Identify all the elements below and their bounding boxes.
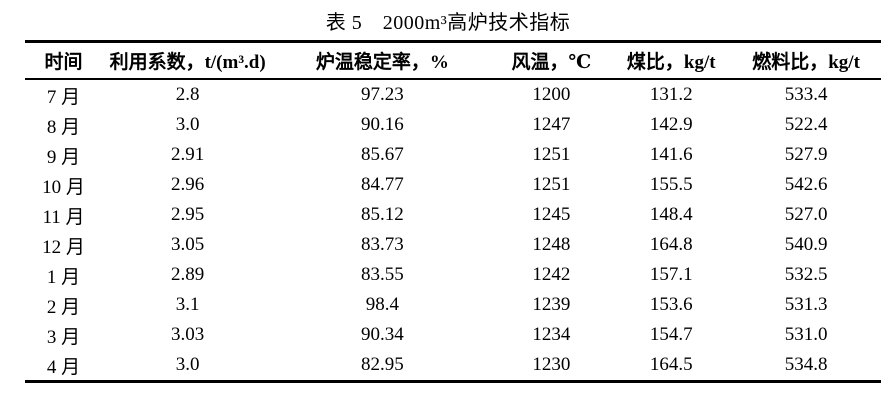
table-cell: 542.6: [784, 174, 828, 195]
table-row: 1 月 2.89 83.55 1242 157.1 532.5: [25, 260, 881, 290]
table-cell: 2.95: [171, 204, 205, 225]
table-cell: 97.23: [360, 84, 404, 105]
table-cell: 527.0: [784, 204, 828, 225]
table-cell: 1 月: [46, 266, 81, 288]
column-header: 煤比，kg/t: [626, 52, 716, 73]
column-header: 风温，℃: [511, 52, 592, 73]
table-cell: 1248: [532, 234, 571, 255]
table-cell: 12 月: [42, 236, 85, 258]
table-body: 7 月 2.8 97.23 1200 131.2 533.4 8 月 3.0 90.16 1247…: [25, 79, 881, 382]
table-row: 3 月 3.03 90.34 1234 154.7 531.0: [25, 320, 881, 350]
table-cell: 532.5: [784, 264, 828, 285]
table-cell: 3.1: [175, 294, 200, 315]
table-cell: 90.16: [360, 114, 404, 135]
table-cell: 148.4: [649, 204, 693, 225]
column-header: 利用系数，t/(m³.d): [109, 52, 266, 73]
table-cell: 522.4: [784, 114, 828, 135]
table-cell: 2.8: [175, 84, 200, 105]
table-cell: 8 月: [46, 116, 81, 138]
table-cell: 131.2: [649, 84, 693, 105]
table-cell: 1230: [532, 354, 571, 375]
table-cell: 3.0: [175, 354, 200, 375]
table-cell: 540.9: [784, 234, 828, 255]
table-cell: 90.34: [360, 324, 404, 345]
table-cell: 10 月: [42, 176, 85, 198]
table-cell: 84.77: [360, 174, 404, 195]
table-cell: 85.67: [360, 144, 404, 165]
table-cell: 4 月: [46, 356, 81, 378]
table-cell: 153.6: [649, 294, 693, 315]
table-cell: 82.95: [360, 354, 404, 375]
table-cell: 527.9: [784, 144, 828, 165]
table-cell: 1251: [532, 174, 571, 195]
table-cell: 531.0: [784, 324, 828, 345]
column-header: 炉温稳定率，%: [315, 52, 449, 73]
table-cell: 142.9: [649, 114, 693, 135]
table-cell: 85.12: [360, 204, 404, 225]
table-row: 8 月 3.0 90.16 1247 142.9 522.4: [25, 110, 881, 140]
table-cell: 3 月: [46, 326, 81, 348]
table-cell: 3.05: [171, 234, 205, 255]
table-row: 9 月 2.91 85.67 1251 141.6 527.9: [25, 140, 881, 170]
table-cell: 3.0: [175, 114, 200, 135]
table-cell: 1200: [532, 84, 571, 105]
table-cell: 2.91: [171, 144, 205, 165]
table-cell: 2 月: [46, 296, 81, 318]
table-row: 10 月 2.96 84.77 1251 155.5 542.6: [25, 170, 881, 200]
table-cell: 9 月: [46, 146, 81, 168]
table-row: 4 月 3.0 82.95 1230 164.5 534.8: [25, 350, 881, 382]
table-cell: 3.03: [171, 324, 205, 345]
table-cell: 154.7: [649, 324, 693, 345]
table-cell: 534.8: [784, 354, 828, 375]
table-cell: 2.96: [171, 174, 205, 195]
column-header: 时间: [44, 52, 83, 73]
table-cell: 155.5: [649, 174, 693, 195]
table-cell: 83.55: [360, 264, 404, 285]
table-cell: 533.4: [784, 84, 828, 105]
table-cell: 98.4: [365, 294, 399, 315]
table-cell: 2.89: [171, 264, 205, 285]
table-row: 12 月 3.05 83.73 1248 164.8 540.9: [25, 230, 881, 260]
header-row: 时间 利用系数，t/(m³.d) 炉温稳定率，% 风温，℃ 煤比，kg/t 燃料比，kg/…: [25, 42, 881, 79]
column-header: 燃料比，kg/t: [752, 52, 860, 73]
table-cell: 164.5: [649, 354, 693, 375]
table-cell: 1234: [532, 324, 571, 345]
table-row: 2 月 3.1 98.4 1239 153.6 531.3: [25, 290, 881, 320]
table-cell: 7 月: [46, 86, 81, 108]
table-cell: 531.3: [784, 294, 828, 315]
data-table: 时间 利用系数，t/(m³.d) 炉温稳定率，% 风温，℃ 煤比，kg/t 燃料比，kg/…: [25, 40, 881, 383]
table-cell: 1242: [532, 264, 571, 285]
table-cell: 157.1: [649, 264, 693, 285]
table-cell: 164.8: [649, 234, 693, 255]
table-row: 11 月 2.95 85.12 1245 148.4 527.0: [25, 200, 881, 230]
table-cell: 141.6: [649, 144, 693, 165]
table-cell: 83.73: [360, 234, 404, 255]
table-cell: 1247: [532, 114, 571, 135]
table-caption: 表 5 2000m³高炉技术指标: [325, 12, 571, 34]
table-cell: 11 月: [42, 206, 85, 228]
table-cell: 1251: [532, 144, 571, 165]
table-cell: 1239: [532, 294, 571, 315]
table-cell: 1245: [532, 204, 571, 225]
table-row: 7 月 2.8 97.23 1200 131.2 533.4: [25, 79, 881, 110]
